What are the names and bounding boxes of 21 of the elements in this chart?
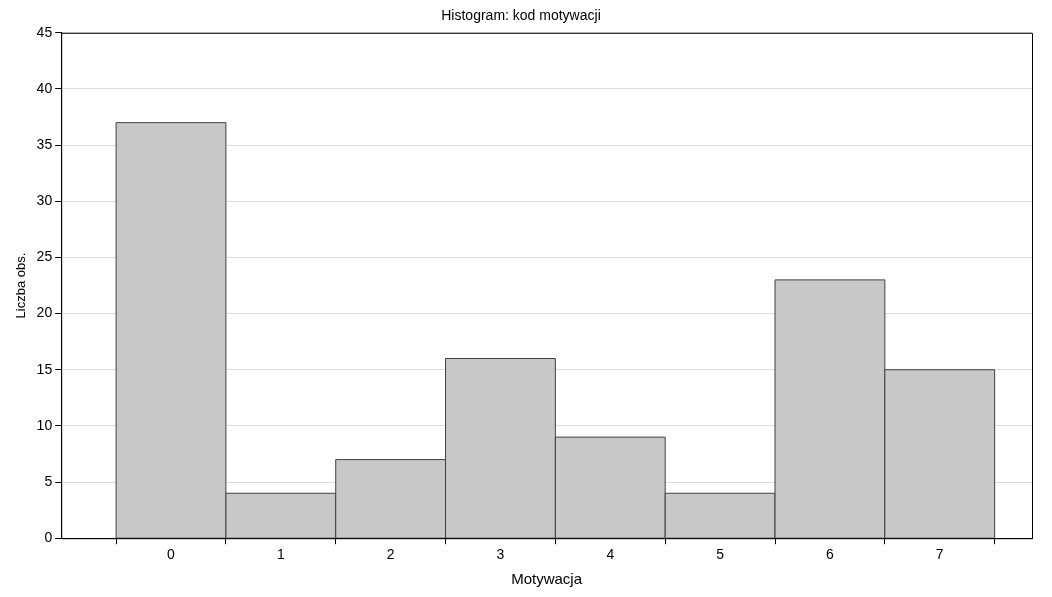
y-tick-label: 30 <box>36 192 53 209</box>
chart-title: Histogram: kod motywacji <box>441 7 601 24</box>
y-tick-label: 15 <box>36 360 53 377</box>
y-tick-label: 10 <box>36 416 53 433</box>
y-tick-label: 45 <box>36 23 53 40</box>
y-tick-label: 25 <box>36 248 53 265</box>
x-tick-label: 5 <box>716 546 725 563</box>
x-tick-label: 6 <box>826 546 835 563</box>
y-tick-label: 35 <box>36 135 53 152</box>
y-tick-label: 0 <box>44 529 53 546</box>
x-tick-label: 1 <box>276 546 285 563</box>
x-tick-label: 2 <box>386 546 395 563</box>
x-tick-label: 4 <box>606 546 615 563</box>
y-axis-title: Liczba obs. <box>13 252 29 319</box>
x-tick-label: 3 <box>496 546 505 563</box>
y-tick-label: 20 <box>36 304 53 321</box>
x-axis-title: Motywacja <box>511 570 583 588</box>
x-tick-label: 7 <box>935 546 944 563</box>
x-tick-label: 0 <box>167 546 176 563</box>
y-tick-label: 5 <box>44 472 53 489</box>
y-tick-label: 40 <box>36 79 53 96</box>
